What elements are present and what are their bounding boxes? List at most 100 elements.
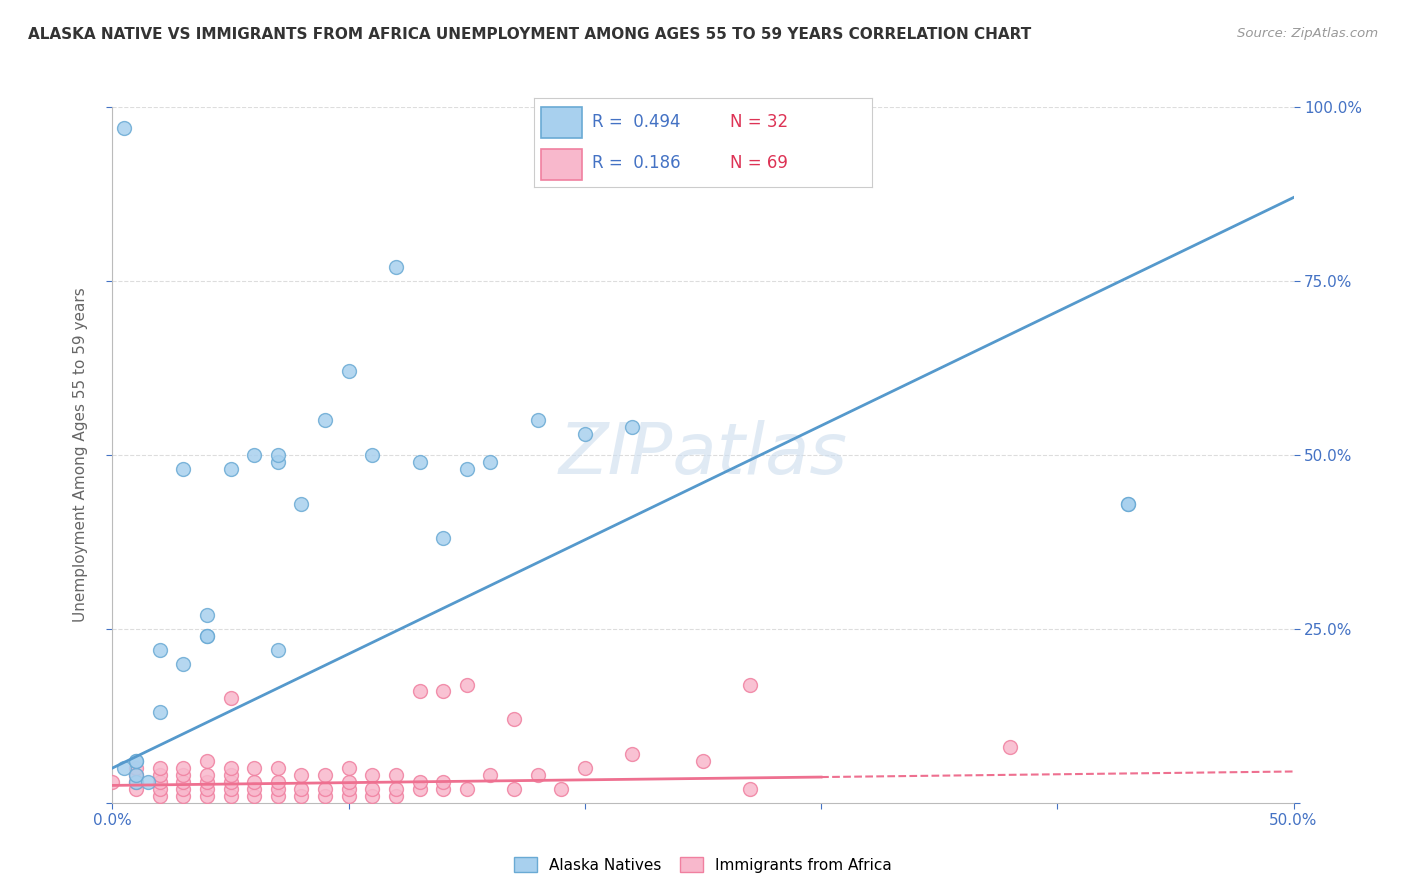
Point	[503, 712, 526, 726]
Point	[290, 789, 312, 803]
Point	[290, 497, 312, 511]
Point	[149, 775, 172, 789]
Point	[243, 789, 266, 803]
Text: N = 69: N = 69	[730, 154, 787, 172]
Point	[503, 781, 526, 796]
Point	[125, 781, 148, 796]
Point	[112, 761, 135, 775]
Point	[432, 684, 454, 698]
Point	[456, 462, 478, 476]
Point	[526, 768, 548, 782]
Point	[385, 260, 408, 274]
Point	[149, 789, 172, 803]
Text: R =  0.494: R = 0.494	[592, 113, 681, 131]
Point	[243, 775, 266, 789]
Point	[243, 448, 266, 462]
Point	[574, 427, 596, 442]
Point	[125, 775, 148, 789]
Point	[337, 364, 360, 378]
Point	[337, 761, 360, 775]
Text: ZIPatlas: ZIPatlas	[558, 420, 848, 490]
Point	[149, 761, 172, 775]
Point	[195, 629, 218, 643]
Point	[432, 781, 454, 796]
Point	[456, 677, 478, 691]
Point	[408, 455, 430, 469]
Point	[195, 775, 218, 789]
Point	[337, 775, 360, 789]
Point	[219, 761, 242, 775]
Point	[125, 775, 148, 789]
Point	[112, 120, 135, 135]
Point	[267, 642, 290, 657]
Point	[337, 789, 360, 803]
Point	[314, 781, 336, 796]
Point	[172, 775, 194, 789]
Point	[172, 761, 194, 775]
Point	[219, 462, 242, 476]
Point	[219, 789, 242, 803]
Point	[136, 775, 159, 789]
Point	[195, 789, 218, 803]
Point	[456, 781, 478, 796]
Y-axis label: Unemployment Among Ages 55 to 59 years: Unemployment Among Ages 55 to 59 years	[73, 287, 89, 623]
Point	[267, 448, 290, 462]
Point	[692, 754, 714, 768]
Point	[219, 768, 242, 782]
Point	[172, 768, 194, 782]
Point	[290, 768, 312, 782]
Point	[408, 684, 430, 698]
Text: R =  0.186: R = 0.186	[592, 154, 681, 172]
Point	[526, 413, 548, 427]
Point	[314, 789, 336, 803]
Point	[125, 768, 148, 782]
Point	[740, 677, 762, 691]
Point	[101, 775, 124, 789]
Point	[432, 775, 454, 789]
Legend: Alaska Natives, Immigrants from Africa: Alaska Natives, Immigrants from Africa	[508, 850, 898, 879]
Point	[149, 642, 172, 657]
FancyBboxPatch shape	[541, 107, 582, 138]
Point	[195, 768, 218, 782]
Point	[621, 747, 644, 761]
Point	[149, 781, 172, 796]
Point	[195, 754, 218, 768]
FancyBboxPatch shape	[541, 149, 582, 180]
Point	[408, 781, 430, 796]
Point	[432, 532, 454, 546]
Point	[1116, 497, 1139, 511]
Point	[243, 761, 266, 775]
Point	[125, 768, 148, 782]
Point	[385, 781, 408, 796]
Point	[267, 761, 290, 775]
Point	[385, 789, 408, 803]
Point	[314, 413, 336, 427]
Point	[172, 657, 194, 671]
Point	[361, 789, 384, 803]
Point	[243, 781, 266, 796]
Point	[361, 768, 384, 782]
Point	[479, 455, 502, 469]
Point	[195, 629, 218, 643]
Point	[125, 761, 148, 775]
Point	[361, 448, 384, 462]
Point	[219, 691, 242, 706]
Text: Source: ZipAtlas.com: Source: ZipAtlas.com	[1237, 27, 1378, 40]
Point	[267, 781, 290, 796]
Point	[385, 768, 408, 782]
Point	[550, 781, 572, 796]
Point	[479, 768, 502, 782]
Point	[267, 455, 290, 469]
Point	[267, 789, 290, 803]
Point	[408, 775, 430, 789]
Point	[195, 607, 218, 622]
Point	[998, 740, 1021, 755]
Point	[172, 781, 194, 796]
Point	[267, 775, 290, 789]
Point	[149, 706, 172, 720]
Text: ALASKA NATIVE VS IMMIGRANTS FROM AFRICA UNEMPLOYMENT AMONG AGES 55 TO 59 YEARS C: ALASKA NATIVE VS IMMIGRANTS FROM AFRICA …	[28, 27, 1032, 42]
Point	[1116, 497, 1139, 511]
Point	[574, 761, 596, 775]
Point	[740, 781, 762, 796]
Point	[361, 781, 384, 796]
